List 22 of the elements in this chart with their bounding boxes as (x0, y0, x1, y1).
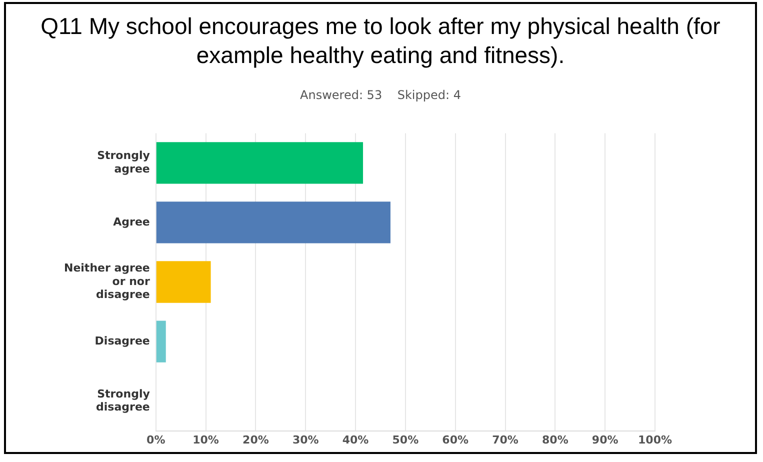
x-tick-label: 40% (342, 433, 369, 446)
bar (156, 142, 364, 184)
x-tick-label: 0% (146, 433, 166, 446)
x-tick-label: 100% (638, 433, 672, 446)
x-tick-label: 20% (242, 433, 269, 446)
bar (156, 202, 390, 244)
x-tick-label: 80% (542, 433, 568, 446)
x-tick-label: 90% (592, 433, 618, 446)
x-tick-label: 70% (492, 433, 518, 446)
bar (156, 261, 211, 303)
y-tick-label: Disagree (94, 334, 150, 348)
x-tick-label: 60% (442, 433, 469, 446)
y-tick-label: Strongly disagree (96, 387, 150, 414)
y-tick-label: Strongly agree (97, 149, 150, 176)
x-tick-label: 50% (392, 433, 419, 446)
x-tick-label: 30% (292, 433, 319, 446)
bar (156, 320, 166, 362)
y-tick-label: Neither agree or nor disagree (64, 262, 150, 302)
chart-subtitle: Answered: 53 Skipped: 4 (299, 88, 462, 102)
y-tick-label: Agree (113, 215, 150, 228)
chart-title: Q11 My school encourages me to look after my physical health (for example healthy eating and fitness). (40, 12, 722, 70)
x-tick-label: 10% (192, 433, 219, 446)
